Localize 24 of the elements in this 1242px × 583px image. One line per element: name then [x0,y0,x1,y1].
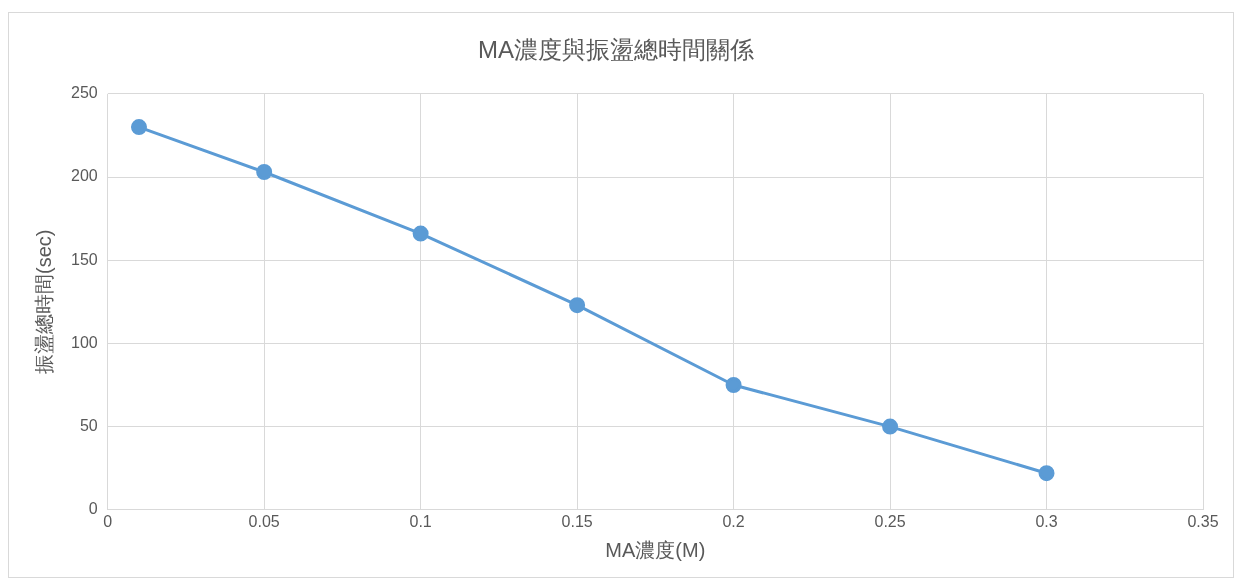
y-tick-label: 50 [79,417,98,435]
point [725,377,742,393]
x-tick-label: 0.05 [248,512,280,530]
point [256,164,273,181]
y-axis-title: 振盪總時間(sec) [32,229,55,375]
point [882,418,899,435]
point [1038,465,1055,482]
x-tick-label: 0.25 [874,512,906,530]
y-tick-label: 150 [70,250,98,268]
x-tick-label: 0.3 [1035,512,1058,530]
point [412,225,429,242]
x-tick-label: 0.1 [409,512,432,530]
x-axis-title: MA濃度(M) [605,538,706,561]
x-tick-label: 0.2 [722,512,745,530]
chart-title: MA濃度與振盪總時間關係 [478,36,754,64]
y-tick-label: 200 [70,167,98,185]
x-tick-label: 0.15 [561,512,593,530]
point [130,119,147,136]
y-tick-label: 100 [70,333,98,351]
y-tick-label: 250 [70,84,98,102]
point [569,297,586,314]
x-tick-label: 0.35 [1187,512,1219,530]
y-tick-label: 0 [88,500,98,518]
x-tick-label: 0 [103,512,113,530]
